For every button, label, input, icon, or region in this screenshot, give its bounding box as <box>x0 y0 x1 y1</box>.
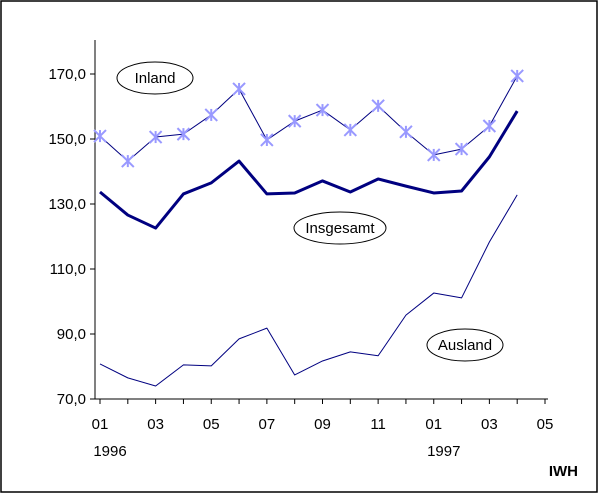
marker <box>454 142 469 156</box>
series-line <box>99 194 518 387</box>
y-tick-label: 170,0 <box>48 66 86 83</box>
x-tick-label: 03 <box>147 416 164 433</box>
marker <box>232 82 246 96</box>
marker <box>427 148 441 162</box>
marker <box>204 108 218 122</box>
marker <box>482 119 497 133</box>
label-box <box>116 61 194 95</box>
x-tick-label: 11 <box>370 416 386 433</box>
marker <box>371 99 385 113</box>
y-tick-label: 150,0 <box>48 131 86 148</box>
marker <box>93 129 107 143</box>
year-label: 1997 <box>427 443 460 460</box>
series-label: Inland <box>135 70 176 87</box>
marker <box>176 127 191 141</box>
marker <box>260 133 274 147</box>
marker <box>399 125 413 139</box>
x-tick-label: 05 <box>537 416 554 433</box>
x-tick-label: 03 <box>481 416 498 433</box>
x-tick-label: 05 <box>203 416 220 433</box>
series-line <box>99 75 518 162</box>
y-tick-label: 110,0 <box>50 261 86 278</box>
y-tick-label: 70,0 <box>57 391 86 408</box>
x-tick-label: 07 <box>259 416 276 433</box>
marker <box>287 114 302 128</box>
y-tick-label: 130,0 <box>48 196 86 213</box>
marker <box>315 103 330 117</box>
marker <box>148 130 163 144</box>
year-label: 1996 <box>93 443 126 460</box>
marker <box>510 69 524 83</box>
y-tick-label: 90,0 <box>57 326 86 343</box>
x-tick-label: 01 <box>92 416 109 433</box>
x-tick-label: 09 <box>314 416 331 433</box>
marker <box>343 123 358 137</box>
series-label: Insgesamt <box>305 220 375 237</box>
source: IWH <box>549 463 578 480</box>
series-label: Ausland <box>438 337 492 354</box>
label-box <box>426 328 504 362</box>
label-box <box>293 211 387 245</box>
x-tick-label: 01 <box>425 416 442 433</box>
series-line <box>99 110 519 230</box>
marker <box>121 154 135 168</box>
